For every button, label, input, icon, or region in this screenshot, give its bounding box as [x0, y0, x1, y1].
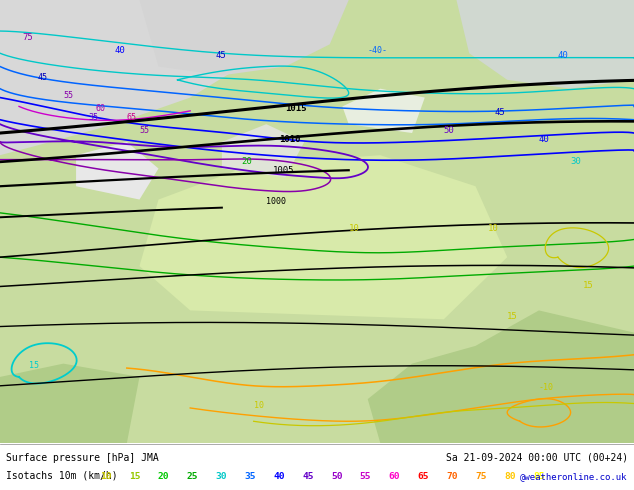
Text: 65: 65 — [417, 472, 429, 481]
Text: 45: 45 — [38, 73, 48, 82]
Text: 10: 10 — [254, 401, 264, 410]
Polygon shape — [0, 0, 254, 155]
Text: @weatheronline.co.uk: @weatheronline.co.uk — [520, 472, 628, 481]
Text: 15: 15 — [29, 361, 39, 370]
Text: 45: 45 — [216, 50, 226, 60]
Text: 20: 20 — [158, 472, 169, 481]
Text: 80: 80 — [504, 472, 515, 481]
Text: 55: 55 — [360, 472, 372, 481]
Polygon shape — [222, 124, 304, 177]
Text: 35: 35 — [244, 472, 256, 481]
Text: -40-: -40- — [368, 46, 388, 55]
Text: Sa 21-09-2024 00:00 UTC (00+24): Sa 21-09-2024 00:00 UTC (00+24) — [446, 453, 628, 463]
Text: 10: 10 — [349, 223, 359, 233]
Text: 45: 45 — [495, 108, 505, 117]
Polygon shape — [0, 364, 139, 443]
Text: 85: 85 — [533, 472, 545, 481]
Polygon shape — [139, 0, 349, 75]
Text: Isotachs 10m (km/h): Isotachs 10m (km/h) — [6, 471, 118, 481]
Text: 10: 10 — [100, 472, 112, 481]
Text: 50: 50 — [331, 472, 342, 481]
Text: 15: 15 — [583, 281, 594, 290]
Text: 40: 40 — [273, 472, 285, 481]
Text: 10: 10 — [488, 223, 499, 233]
Text: 1005: 1005 — [273, 166, 294, 175]
Polygon shape — [456, 0, 634, 89]
Polygon shape — [139, 155, 507, 319]
Text: 50: 50 — [444, 126, 455, 135]
Text: 30: 30 — [216, 472, 227, 481]
Text: 25: 25 — [186, 472, 198, 481]
Text: 70: 70 — [446, 472, 458, 481]
Text: 40: 40 — [558, 50, 569, 60]
Text: 65: 65 — [127, 113, 137, 122]
Text: 30: 30 — [571, 157, 581, 166]
Polygon shape — [342, 89, 425, 133]
Text: 60: 60 — [95, 104, 105, 113]
Text: 20: 20 — [241, 157, 252, 166]
Text: Surface pressure [hPa] JMA: Surface pressure [hPa] JMA — [6, 453, 159, 463]
Text: 15: 15 — [129, 472, 141, 481]
Text: 40: 40 — [539, 135, 550, 144]
Polygon shape — [368, 311, 634, 443]
Text: 1000: 1000 — [266, 197, 287, 206]
Text: 75: 75 — [476, 472, 487, 481]
Text: 55: 55 — [63, 91, 74, 99]
Text: 1015: 1015 — [285, 104, 307, 113]
Text: 1010: 1010 — [279, 135, 301, 144]
Text: 55: 55 — [139, 126, 150, 135]
Text: 35: 35 — [89, 113, 99, 122]
Text: 90: 90 — [562, 472, 573, 481]
Text: 15: 15 — [507, 312, 518, 321]
Text: 45: 45 — [302, 472, 314, 481]
Text: 60: 60 — [389, 472, 400, 481]
Polygon shape — [76, 142, 158, 199]
Text: -10: -10 — [539, 383, 554, 392]
Text: 75: 75 — [22, 33, 33, 42]
Text: 40: 40 — [114, 46, 125, 55]
